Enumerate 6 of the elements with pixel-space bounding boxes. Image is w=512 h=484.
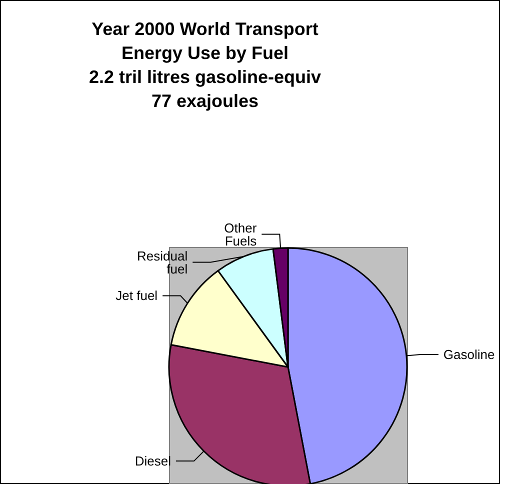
chart-title: Year 2000 World Transport Energy Use by Fuel 2.2 tril litres gasoline-equiv 77 exajoules bbox=[88, 19, 322, 111]
slice-label: Diesel bbox=[134, 454, 172, 469]
slice-label: Jet fuel bbox=[116, 288, 158, 304]
slice-label: Gasoline bbox=[443, 346, 495, 362]
slice-label: Residual fuel bbox=[137, 248, 188, 276]
slice-label: Other Fuels bbox=[224, 220, 258, 248]
